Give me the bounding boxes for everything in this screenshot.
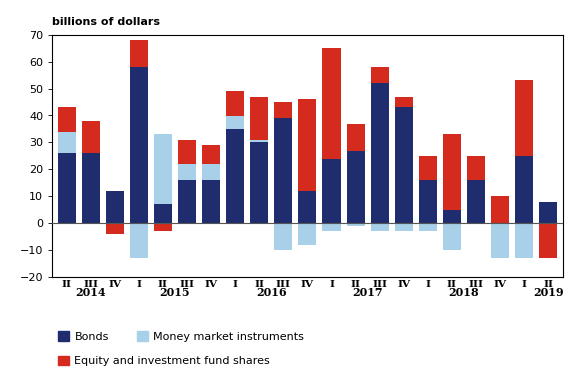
Bar: [202, 145, 220, 164]
Bar: [515, 156, 533, 223]
Bar: [515, 80, 533, 156]
Text: billions of dollars: billions of dollars: [52, 17, 160, 27]
Bar: [371, 83, 389, 223]
Bar: [467, 156, 485, 180]
Bar: [298, 191, 317, 223]
Bar: [371, 67, 389, 83]
Bar: [178, 140, 196, 164]
Bar: [515, 223, 533, 258]
Bar: [346, 124, 365, 151]
Bar: [250, 142, 269, 223]
Bar: [443, 134, 461, 210]
Bar: [154, 134, 172, 204]
Bar: [539, 202, 557, 223]
Bar: [491, 223, 509, 258]
Text: 2019: 2019: [533, 286, 563, 298]
Bar: [130, 40, 148, 67]
Bar: [226, 116, 244, 129]
Bar: [130, 67, 148, 223]
Bar: [250, 140, 269, 142]
Bar: [346, 151, 365, 223]
Bar: [226, 129, 244, 223]
Bar: [443, 210, 461, 223]
Text: 2018: 2018: [448, 286, 479, 298]
Bar: [130, 223, 148, 258]
Bar: [371, 223, 389, 231]
Text: 2016: 2016: [256, 286, 287, 298]
Bar: [298, 99, 317, 191]
Bar: [57, 132, 75, 153]
Bar: [298, 223, 317, 245]
Bar: [82, 121, 100, 153]
Bar: [274, 102, 292, 118]
Bar: [322, 223, 340, 231]
Bar: [178, 164, 196, 180]
Bar: [394, 97, 413, 107]
Text: 2015: 2015: [160, 286, 190, 298]
Bar: [394, 223, 413, 231]
Legend: Equity and investment fund shares: Equity and investment fund shares: [58, 355, 270, 366]
Bar: [57, 107, 75, 132]
Bar: [250, 97, 269, 140]
Bar: [322, 159, 340, 223]
Bar: [106, 223, 124, 234]
Bar: [467, 180, 485, 223]
Bar: [539, 223, 557, 258]
Bar: [202, 164, 220, 180]
Bar: [394, 107, 413, 223]
Bar: [202, 180, 220, 223]
Bar: [346, 223, 365, 226]
Bar: [82, 153, 100, 223]
Bar: [274, 118, 292, 223]
Bar: [274, 223, 292, 250]
Text: 2017: 2017: [352, 286, 383, 298]
Bar: [154, 204, 172, 223]
Bar: [419, 156, 437, 180]
Bar: [419, 180, 437, 223]
Bar: [491, 196, 509, 223]
Text: 2014: 2014: [75, 286, 106, 298]
Bar: [443, 223, 461, 250]
Bar: [57, 153, 75, 223]
Bar: [226, 91, 244, 115]
Bar: [178, 180, 196, 223]
Bar: [322, 48, 340, 159]
Bar: [154, 223, 172, 231]
Bar: [419, 223, 437, 231]
Bar: [106, 191, 124, 223]
